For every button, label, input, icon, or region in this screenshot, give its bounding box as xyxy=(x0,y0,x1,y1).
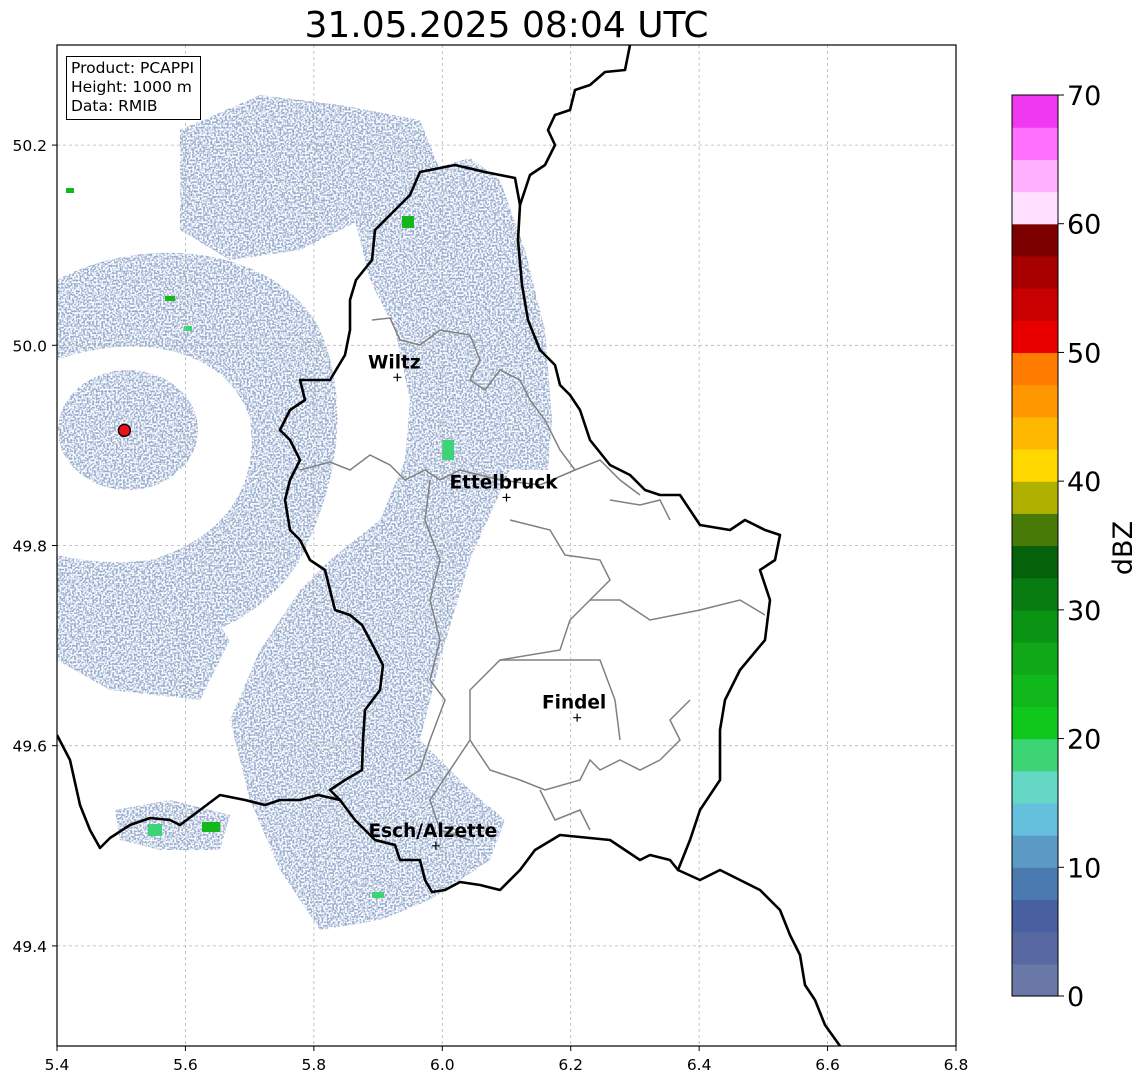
colorbar-tick-label: 10 xyxy=(1067,853,1101,884)
colorbar-segment xyxy=(1012,577,1058,611)
x-tick-label: 5.6 xyxy=(173,1056,198,1074)
colorbar-segment xyxy=(1012,416,1058,450)
colorbar-segment xyxy=(1012,481,1058,514)
info-height: Height: 1000 m xyxy=(71,78,192,96)
colorbar-segment xyxy=(1012,288,1058,321)
y-tick-label: 49.8 xyxy=(12,538,47,556)
y-tick-label: 50.2 xyxy=(12,137,47,155)
colorbar: 0 10 20 30 40 50 60 70 xyxy=(1011,81,1101,1013)
colorbar-segment xyxy=(1012,352,1058,386)
y-tick-label: 50.0 xyxy=(12,337,47,355)
colorbar-segment xyxy=(1012,963,1058,997)
colorbar-segment xyxy=(1012,642,1058,675)
city-label: Esch/Alzette xyxy=(368,821,497,842)
colorbar-segment xyxy=(1012,384,1058,418)
colorbar-segment xyxy=(1012,770,1058,804)
colorbar-tick-label: 60 xyxy=(1067,210,1101,241)
x-tick-label: 6.2 xyxy=(558,1056,583,1074)
x-tick-label: 5.4 xyxy=(45,1056,70,1074)
colorbar-segment xyxy=(1012,127,1058,160)
colorbar-segment xyxy=(1012,899,1058,933)
product-info-box: Product: PCAPPI Height: 1000 m Data: RMI… xyxy=(66,56,202,120)
colorbar-frame xyxy=(1011,94,1059,997)
city-label: Findel xyxy=(542,693,606,714)
city-marker xyxy=(502,493,511,502)
x-tick-label: 6.8 xyxy=(944,1056,969,1074)
canton-boundaries xyxy=(299,317,766,841)
colorbar-label: dBZ xyxy=(1108,521,1139,575)
colorbar-tick-label: 40 xyxy=(1067,467,1101,498)
radar-echo-layer xyxy=(57,95,552,930)
city-marker xyxy=(573,713,582,722)
info-product: Product: PCAPPI xyxy=(71,59,195,77)
y-tick-label: 49.6 xyxy=(12,738,47,756)
x-axis: 5.4 5.6 5.8 6.0 6.2 6.4 6.6 6.8 xyxy=(45,1046,969,1074)
colorbar-tick-label: 50 xyxy=(1067,338,1101,369)
city-marker xyxy=(393,373,402,382)
radar-site-marker xyxy=(117,423,132,438)
colorbar-segment xyxy=(1012,545,1058,579)
colorbar-segment xyxy=(1012,867,1058,901)
colorbar-segment xyxy=(1012,674,1058,707)
city-label: Ettelbruck xyxy=(449,472,558,493)
x-tick-label: 6.6 xyxy=(815,1056,840,1074)
colorbar-segment xyxy=(1012,835,1058,868)
x-tick-label: 6.0 xyxy=(430,1056,455,1074)
colorbar-segment xyxy=(1012,931,1058,965)
city-labels: Wiltz Ettelbruck Findel Esch/Alzette xyxy=(368,352,606,850)
colorbar-tick-label: 70 xyxy=(1067,81,1101,112)
colorbar-tick-label: 0 xyxy=(1067,982,1084,1013)
city-marker xyxy=(431,841,440,850)
colorbar-segment xyxy=(1012,448,1058,482)
colorbar-segment xyxy=(1012,320,1058,354)
country-borders xyxy=(57,45,842,1046)
colorbar-segment xyxy=(1012,738,1058,772)
colorbar-tick-label: 30 xyxy=(1067,596,1101,627)
colorbar-segment xyxy=(1012,802,1058,836)
colorbar-tick-label: 20 xyxy=(1067,725,1101,756)
colorbar-segment xyxy=(1012,159,1058,193)
y-axis: 49.4 49.6 49.8 50.0 50.2 xyxy=(12,137,57,956)
x-tick-label: 5.8 xyxy=(302,1056,327,1074)
colorbar-segment xyxy=(1012,255,1058,289)
x-tick-label: 6.4 xyxy=(687,1056,712,1074)
colorbar-segment xyxy=(1012,95,1058,128)
colorbar-segment xyxy=(1012,706,1058,740)
city-label: Wiltz xyxy=(368,352,421,373)
colorbar-segment xyxy=(1012,223,1058,257)
info-data-source: Data: RMIB xyxy=(71,97,158,115)
y-tick-label: 49.4 xyxy=(12,938,47,956)
colorbar-segment xyxy=(1012,191,1058,225)
map-title: 31.05.2025 08:04 UTC xyxy=(304,5,709,46)
colorbar-segment xyxy=(1012,609,1058,643)
colorbar-segment xyxy=(1012,513,1058,547)
